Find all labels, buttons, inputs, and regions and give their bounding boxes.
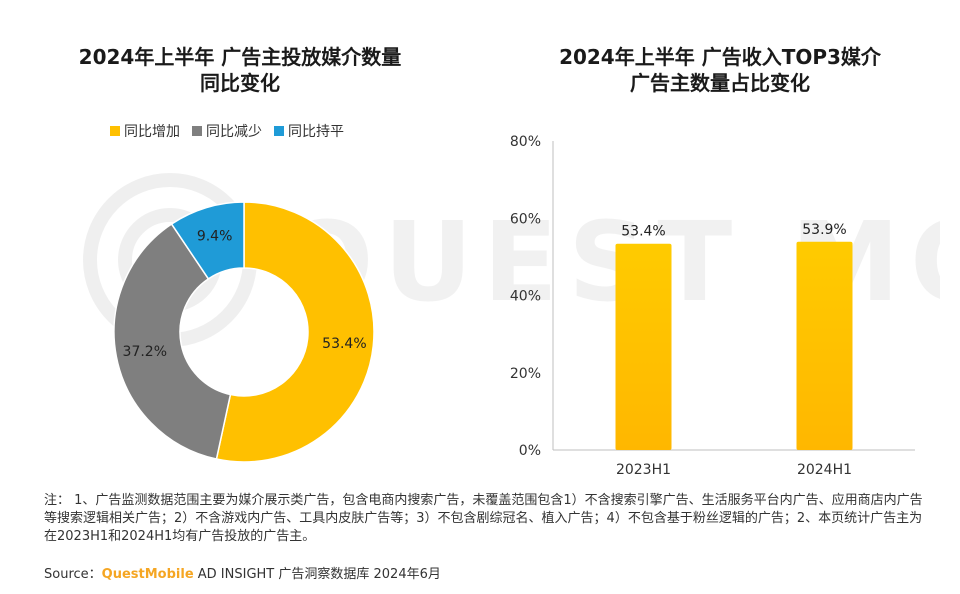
- legend-item-decrease: 同比减少: [192, 121, 262, 141]
- donut-data-label-1: 53.4%: [322, 336, 366, 352]
- y-tick-label: 0%: [519, 443, 541, 459]
- source-prefix: Source：: [44, 567, 102, 582]
- source-suffix: AD INSIGHT 广告洞察数据库 2024年6月: [193, 567, 441, 582]
- donut-chart: 53.4% 37.2% 9.4%: [113, 201, 375, 463]
- legend-item-increase: 同比增加: [110, 121, 180, 141]
- x-tick-label: 2023H1: [616, 462, 671, 478]
- y-tick-label: 20%: [510, 366, 541, 382]
- source-line: Source：QuestMobile AD INSIGHT 广告洞察数据库 20…: [44, 563, 441, 582]
- donut-slice-2: [113, 222, 232, 460]
- donut-slice-1: [215, 201, 375, 463]
- left-chart-title: 2024年上半年 广告主投放媒介数量 同比变化: [40, 44, 440, 96]
- bar-2023H1: [615, 243, 672, 450]
- right-chart-title-line1: 2024年上半年 广告收入TOP3媒介: [559, 45, 881, 69]
- left-chart-title-line2: 同比变化: [200, 71, 280, 95]
- donut-data-label-3: 9.4%: [197, 228, 233, 244]
- legend-item-flat: 同比持平: [274, 121, 344, 141]
- bar-chart: 0% 20% 40% 60% 80% 53.4% 2023H1 53.9% 2024H1: [510, 134, 915, 478]
- left-chart-title-line1: 2024年上半年 广告主投放媒介数量: [78, 45, 402, 69]
- legend-swatch-decrease: [192, 126, 202, 136]
- y-tick-label: 40%: [510, 289, 541, 305]
- y-tick-label: 80%: [510, 134, 541, 150]
- y-tick-label: 60%: [510, 211, 541, 227]
- source-brand: QuestMobile: [101, 567, 194, 582]
- bar-data-label: 53.9%: [802, 222, 846, 238]
- right-chart-title: 2024年上半年 广告收入TOP3媒介 广告主数量占比变化: [520, 44, 920, 96]
- legend-label-increase: 同比增加: [124, 124, 180, 140]
- bar-2024H1: [796, 241, 853, 450]
- bar-data-label: 53.4%: [621, 224, 665, 240]
- right-chart-title-line2: 广告主数量占比变化: [630, 71, 810, 95]
- donut-legend: 同比增加 同比减少 同比持平: [110, 121, 344, 141]
- donut-slice-3: [170, 201, 245, 280]
- legend-swatch-increase: [110, 126, 120, 136]
- legend-label-decrease: 同比减少: [206, 124, 262, 140]
- x-tick-label: 2024H1: [797, 462, 852, 478]
- legend-label-flat: 同比持平: [288, 124, 344, 140]
- legend-swatch-flat: [274, 126, 284, 136]
- footnote: 注： 1、广告监测数据范围主要为媒介展示类广告，包含电商内搜索广告，未覆盖范围包…: [44, 493, 923, 544]
- donut-data-label-2: 37.2%: [123, 344, 167, 360]
